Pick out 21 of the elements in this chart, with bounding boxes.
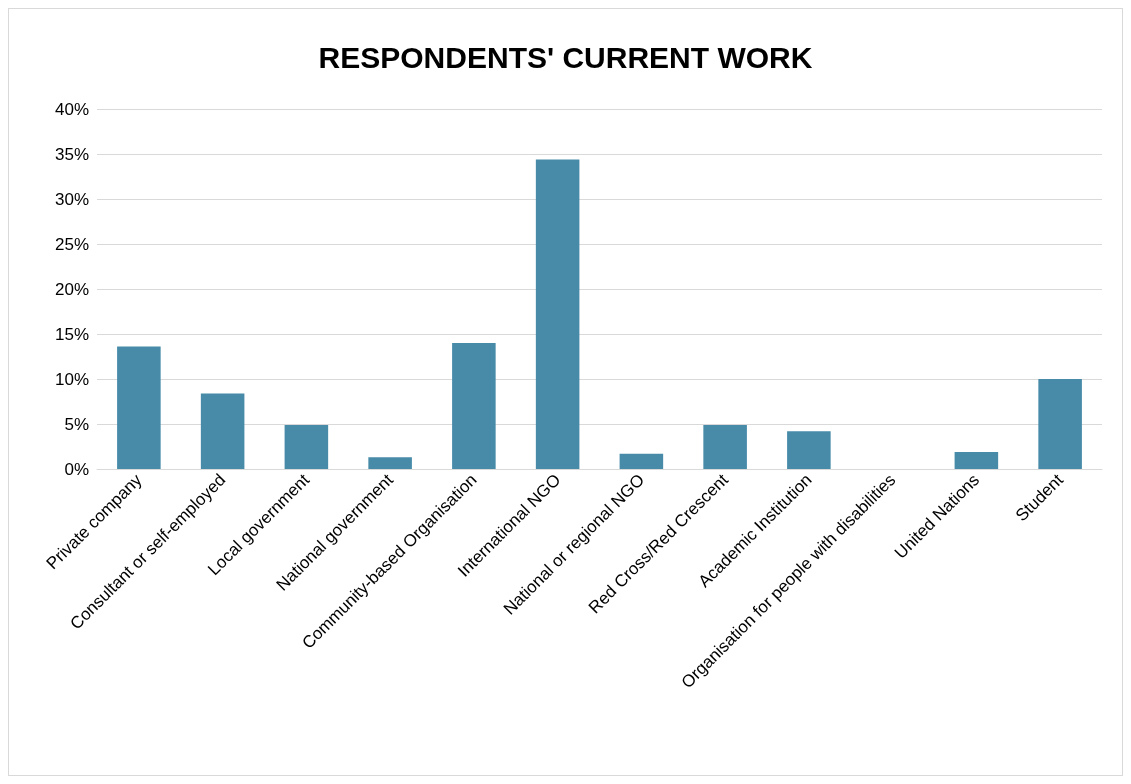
bar bbox=[117, 346, 161, 469]
y-tick-label: 35% bbox=[54, 144, 89, 164]
bar bbox=[787, 431, 831, 469]
chart-title: RESPONDENTS' CURRENT WORK bbox=[318, 40, 813, 74]
bar bbox=[284, 424, 329, 469]
bar bbox=[703, 424, 747, 469]
y-tick-label: 10% bbox=[54, 369, 89, 389]
bar bbox=[535, 159, 580, 469]
y-tick-label: 30% bbox=[54, 189, 89, 209]
bar bbox=[954, 451, 999, 469]
y-tick-label: 20% bbox=[54, 279, 89, 299]
bar bbox=[200, 393, 245, 469]
bar bbox=[1038, 379, 1082, 469]
bar bbox=[619, 453, 664, 469]
bar bbox=[452, 343, 496, 469]
y-tick-label: 15% bbox=[54, 324, 89, 344]
y-tick-label: 5% bbox=[64, 414, 89, 434]
y-tick-label: 40% bbox=[54, 99, 89, 119]
y-tick-label: 0% bbox=[64, 459, 89, 479]
y-tick-label: 25% bbox=[54, 234, 89, 254]
bar bbox=[368, 457, 412, 469]
